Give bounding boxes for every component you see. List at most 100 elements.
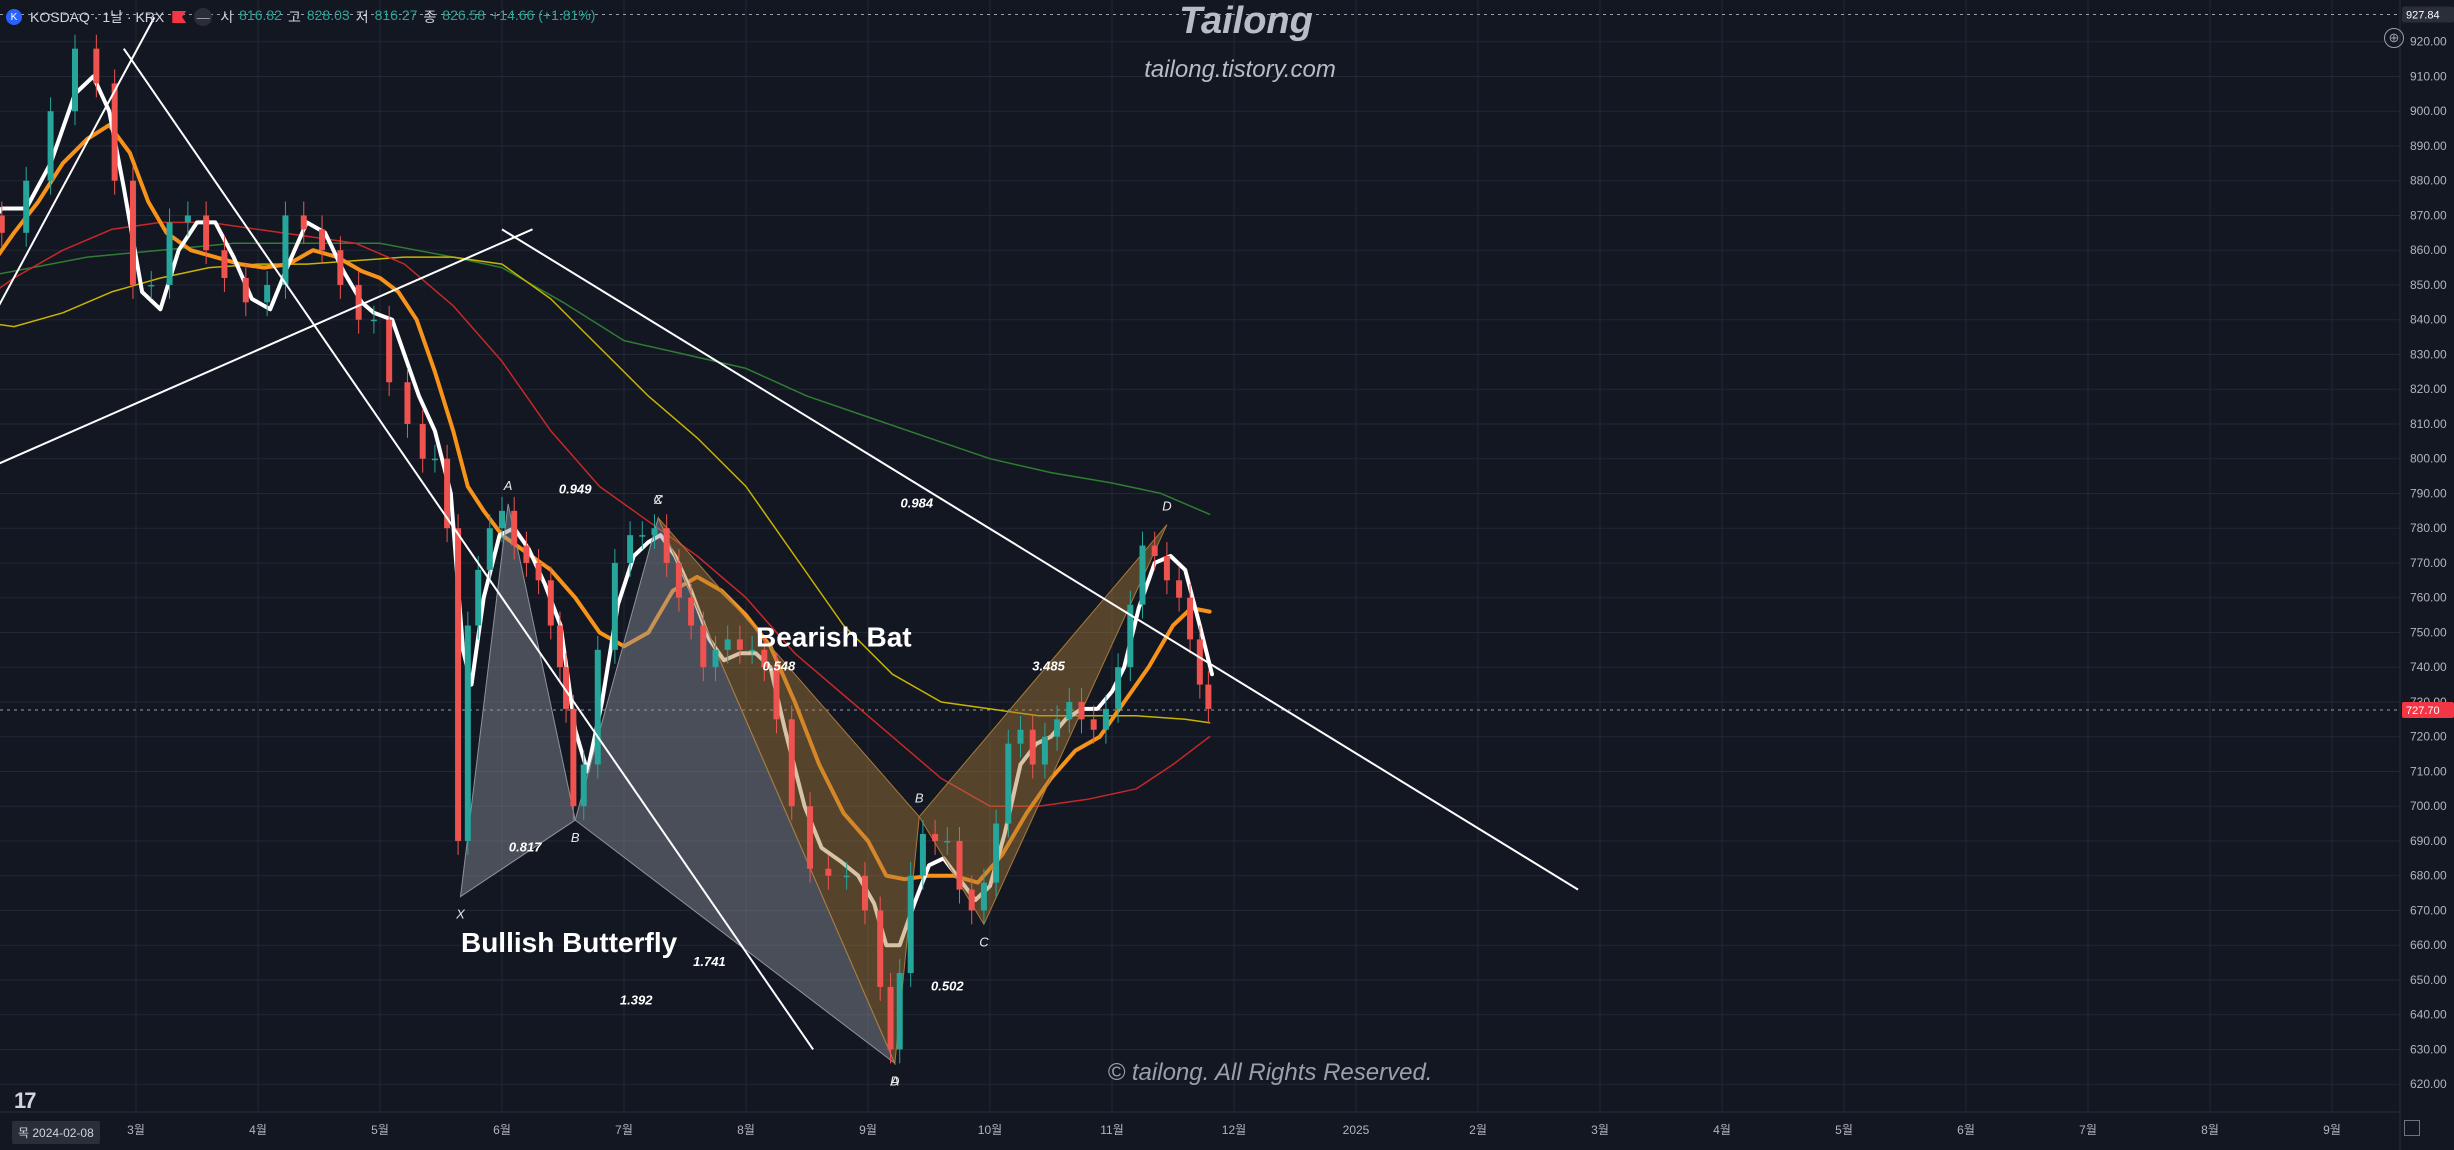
y-tick-label: 660.00 bbox=[2410, 938, 2447, 952]
candle-body bbox=[1139, 545, 1146, 605]
candle-body bbox=[370, 319, 377, 322]
trendline[interactable] bbox=[0, 16, 156, 504]
candle-body bbox=[535, 562, 542, 581]
candle-body bbox=[563, 667, 570, 709]
pattern-point-label: D bbox=[1162, 499, 1171, 514]
pattern-triangle-bcd bbox=[918, 524, 1168, 926]
y-tick-label: 910.00 bbox=[2410, 69, 2447, 83]
x-tick-label: 2월 bbox=[1469, 1123, 1487, 1137]
candle-body bbox=[1163, 556, 1170, 581]
x-tick-label: 12월 bbox=[1222, 1123, 1246, 1137]
x-tick-label: 3월 bbox=[127, 1123, 145, 1137]
candle-body bbox=[282, 215, 289, 285]
price-series bbox=[0, 34, 1212, 1064]
x-tick-label: 8월 bbox=[2201, 1123, 2219, 1137]
y-tick-label: 710.00 bbox=[2410, 764, 2447, 778]
candle-body bbox=[1041, 736, 1048, 765]
candle-body bbox=[1078, 701, 1085, 720]
candle-body bbox=[1176, 580, 1183, 598]
candle-body bbox=[455, 528, 462, 841]
x-tick-label: 7월 bbox=[615, 1123, 633, 1137]
candle-body bbox=[773, 667, 780, 720]
candle-body bbox=[663, 528, 670, 563]
candle-body bbox=[444, 458, 451, 529]
y-tick-label: 890.00 bbox=[2410, 139, 2447, 153]
x-tick-label: 9월 bbox=[859, 1123, 877, 1137]
watermark-url: tailong.tistory.com bbox=[1144, 56, 1336, 83]
candle-body bbox=[264, 284, 271, 303]
pattern-name: Bullish Butterfly bbox=[461, 927, 678, 958]
open-label: 시 bbox=[220, 9, 234, 25]
candle-body bbox=[675, 562, 682, 598]
candle-body bbox=[956, 840, 963, 890]
candle-body bbox=[877, 910, 884, 987]
y-tick-label: 740.00 bbox=[2410, 660, 2447, 674]
ohlc-values: 시 816.82 고 828.03 저 816.27 종 826.58 +14.66 (… bbox=[220, 7, 595, 27]
trendline[interactable] bbox=[122, 48, 814, 1051]
symbol-title[interactable]: KOSDAQ · 1날 · KRX bbox=[30, 9, 165, 25]
candle-body bbox=[337, 250, 344, 285]
candle-body bbox=[944, 840, 951, 843]
kosdaq-logo-icon: K bbox=[6, 9, 22, 25]
candle-body bbox=[23, 180, 30, 233]
candle-body bbox=[1151, 545, 1158, 556]
y-tick-label: 620.00 bbox=[2410, 1077, 2447, 1091]
y-tick-label: 700.00 bbox=[2410, 799, 2447, 813]
close-value: 826.58 bbox=[442, 7, 486, 23]
x-tick-label: 6월 bbox=[493, 1123, 511, 1137]
candle-body bbox=[861, 875, 868, 911]
candle-body bbox=[611, 562, 618, 650]
trendline[interactable] bbox=[0, 228, 533, 521]
x-tick-label: 7월 bbox=[2079, 1123, 2097, 1137]
candle-body bbox=[404, 382, 411, 424]
candle-body bbox=[47, 111, 54, 181]
candle-body bbox=[184, 215, 191, 223]
x-tick-label: 2025 bbox=[1343, 1123, 1370, 1137]
candle-body bbox=[242, 278, 249, 303]
flag-icon[interactable] bbox=[172, 11, 187, 23]
price-badge bbox=[2402, 701, 2454, 718]
candle-body bbox=[300, 215, 307, 230]
y-tick-label: 920.00 bbox=[2410, 35, 2447, 49]
candle-body bbox=[319, 229, 326, 251]
pattern-point-label: C bbox=[653, 492, 663, 507]
x-tick-label: 11월 bbox=[1100, 1123, 1124, 1137]
candle-body bbox=[919, 834, 926, 876]
tradingview-logo-icon[interactable]: 17 bbox=[14, 1088, 37, 1113]
zoom-icon[interactable]: ⊕ bbox=[2384, 28, 2404, 48]
candle-body bbox=[688, 597, 695, 626]
pattern-ratio-label: 0.817 bbox=[509, 839, 542, 854]
candle-body bbox=[1187, 597, 1194, 640]
low-label: 저 bbox=[355, 9, 369, 25]
pattern-point-label: A bbox=[890, 1073, 900, 1088]
candle-body bbox=[386, 319, 393, 383]
y-tick-label: 850.00 bbox=[2410, 278, 2447, 292]
trendline[interactable] bbox=[501, 228, 1579, 891]
candle-body bbox=[651, 528, 658, 536]
candle-body bbox=[627, 535, 634, 563]
candle-body bbox=[968, 889, 975, 911]
candle-body bbox=[1054, 719, 1061, 737]
candle-body bbox=[499, 510, 505, 529]
candle-body bbox=[736, 639, 743, 650]
candle-body bbox=[1017, 729, 1024, 744]
candle-body bbox=[203, 215, 210, 251]
trendlines[interactable] bbox=[0, 16, 1579, 1051]
candle-body bbox=[761, 649, 768, 668]
y-tick-label: 720.00 bbox=[2410, 730, 2447, 744]
price-badge-label: 727.70 bbox=[2406, 705, 2440, 717]
collapse-icon[interactable]: — bbox=[194, 8, 213, 26]
candle-body bbox=[570, 708, 577, 807]
high-label: 고 bbox=[287, 9, 301, 25]
candle-body bbox=[111, 83, 118, 181]
x-tick-label: 3월 bbox=[1591, 1123, 1609, 1137]
y-tick-label: 810.00 bbox=[2410, 417, 2447, 431]
y-tick-label: 670.00 bbox=[2410, 903, 2447, 917]
axis-settings-icon[interactable] bbox=[2404, 1120, 2420, 1136]
y-tick-label: 680.00 bbox=[2410, 869, 2447, 883]
pattern-name: Bearish Bat bbox=[756, 621, 912, 652]
pattern-point-label: B bbox=[571, 830, 580, 845]
